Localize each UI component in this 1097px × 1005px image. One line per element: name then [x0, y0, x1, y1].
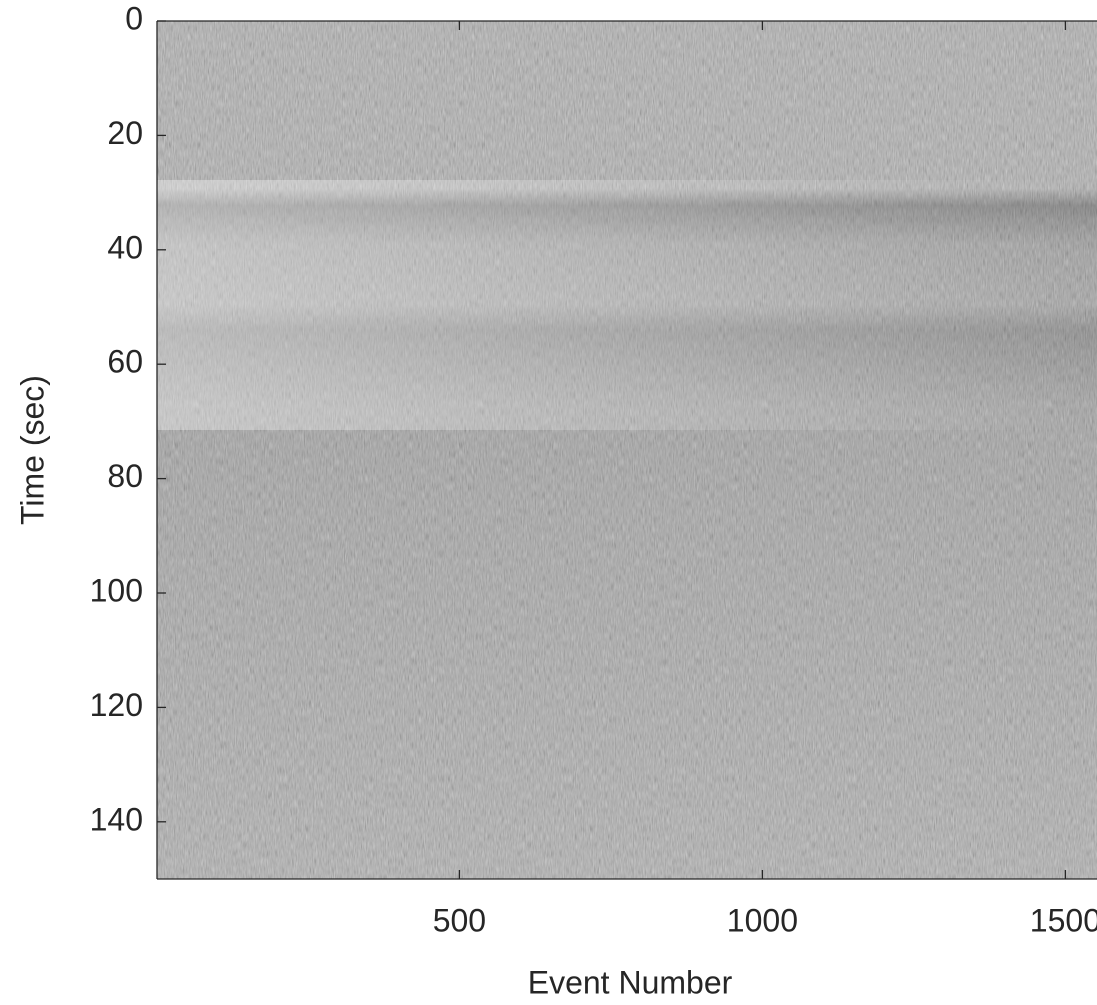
- y-tick-label: 20: [107, 115, 143, 151]
- y-tick-label: 40: [107, 229, 143, 265]
- y-tick-label: 60: [107, 344, 143, 380]
- y-tick-label: 120: [90, 687, 143, 723]
- y-tick-label: 0: [125, 0, 143, 36]
- y-tick-label: 80: [107, 458, 143, 494]
- y-tick-label: 140: [90, 801, 143, 837]
- y-tick-label: 100: [90, 572, 143, 608]
- y-axis-label: Time (sec): [14, 375, 50, 525]
- x-tick-label: 500: [433, 902, 486, 938]
- x-tick-label: 1000: [727, 902, 798, 938]
- x-tick-label: 1500: [1030, 902, 1097, 938]
- x-axis-label: Event Number: [528, 964, 733, 1000]
- heatmap-image: [157, 21, 1097, 879]
